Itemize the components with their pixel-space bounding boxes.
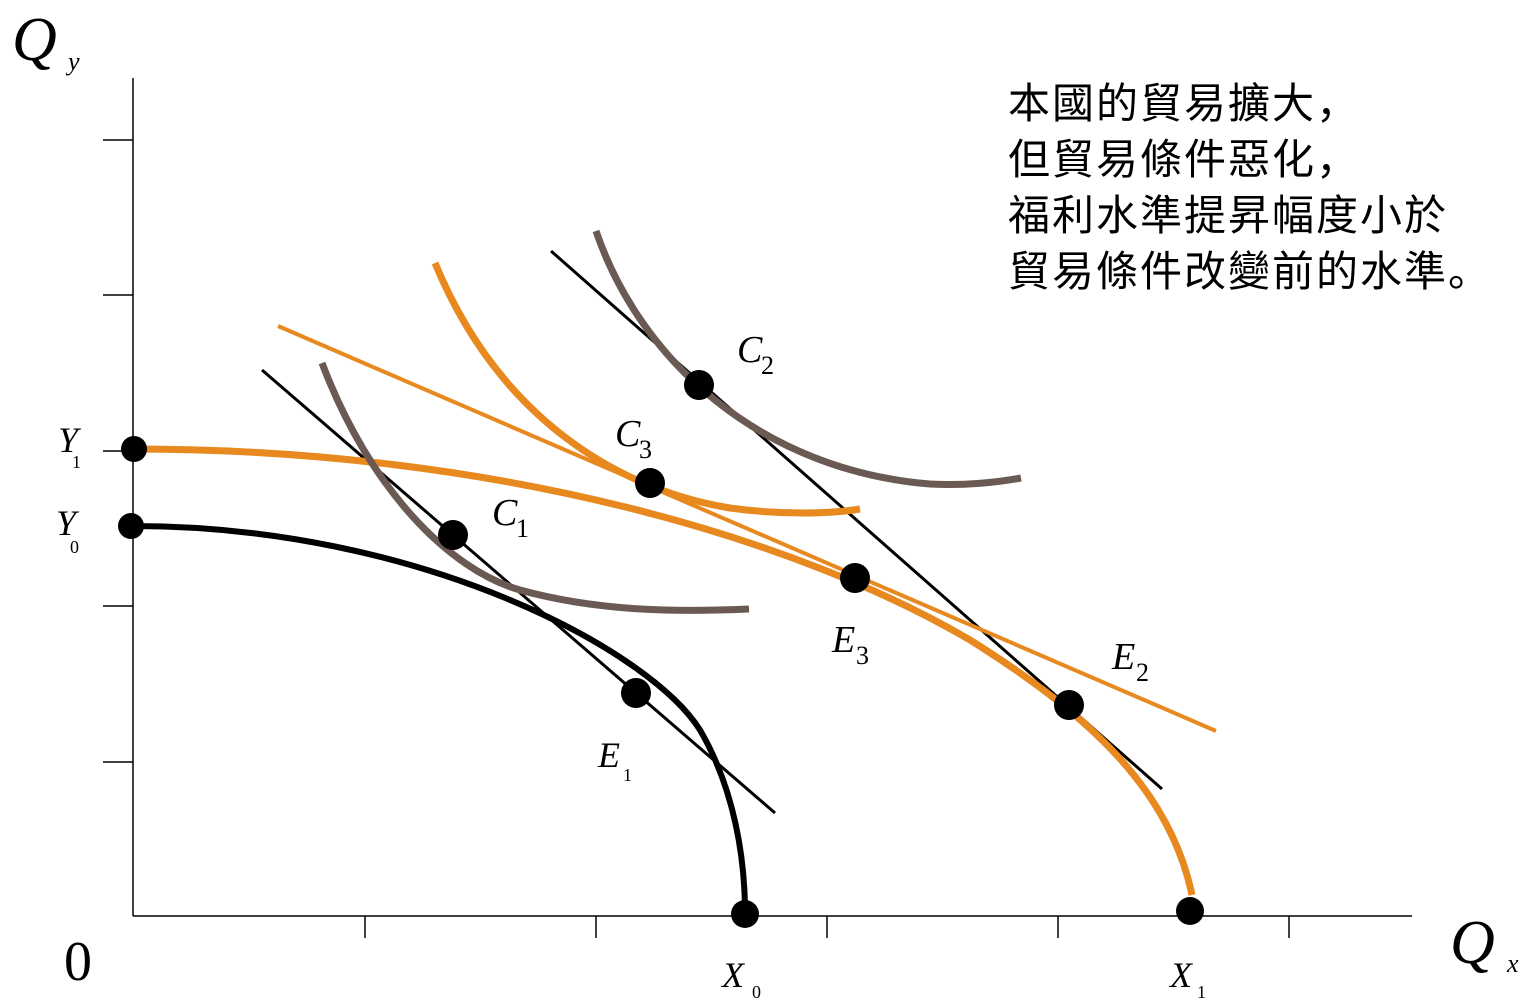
point-y1	[121, 436, 147, 462]
point-e3	[840, 563, 870, 593]
label-x0-sub: 0	[752, 982, 761, 1001]
point-x1	[1176, 897, 1204, 925]
label-e2-sub: 2	[1136, 658, 1149, 687]
ppf-expanded	[132, 445, 1196, 896]
point-c2	[684, 370, 714, 400]
label-c1-sub: 1	[516, 514, 529, 543]
label-x1: X	[1168, 955, 1194, 995]
label-y0-sub: 0	[70, 537, 79, 557]
indifference-curve-c3	[431, 261, 861, 517]
label-e3: E	[831, 619, 855, 661]
point-y0	[118, 513, 144, 539]
note-box: 本國的貿易擴大， 但貿易條件惡化， 福利水準提昇幅度小於 貿易條件改變前的水準。	[1008, 79, 1492, 296]
origin-label: 0	[64, 931, 92, 993]
label-e3-sub: 3	[856, 641, 869, 670]
ppf-original	[132, 523, 748, 914]
indifference-curve-c1	[318, 361, 750, 614]
label-c2-sub: 2	[761, 351, 774, 380]
x-axis-label: Q	[1450, 909, 1495, 977]
note-line-3: 福利水準提昇幅度小於	[1008, 191, 1448, 240]
label-e1-sub: 1	[623, 765, 632, 785]
point-c3	[635, 468, 665, 498]
point-c1	[438, 520, 468, 550]
label-y0: Y	[56, 503, 80, 543]
y-axis-label: Q	[12, 6, 57, 74]
label-x1-sub: 1	[1197, 982, 1206, 1001]
label-c2: C	[737, 329, 763, 371]
points	[118, 370, 1204, 928]
label-e2: E	[1111, 636, 1135, 678]
label-y1: Y	[58, 420, 82, 460]
note-line-4: 貿易條件改變前的水準。	[1008, 247, 1492, 296]
price-line-3	[277, 324, 1217, 733]
label-x0: X	[720, 955, 746, 995]
point-x0	[731, 900, 759, 928]
label-c1: C	[492, 492, 518, 534]
note-line-2: 但貿易條件惡化，	[1008, 135, 1360, 184]
label-y1-sub: 1	[72, 452, 81, 472]
label-c3-sub: 3	[639, 435, 652, 464]
x-axis-label-sub: x	[1506, 949, 1519, 978]
label-e1: E	[597, 735, 620, 775]
point-e1	[621, 678, 651, 708]
label-c3: C	[615, 413, 641, 455]
note-line-1: 本國的貿易擴大，	[1008, 79, 1360, 128]
indifference-curve-c2	[592, 229, 1022, 489]
point-e2	[1054, 690, 1084, 720]
y-axis-label-sub: y	[65, 47, 80, 76]
